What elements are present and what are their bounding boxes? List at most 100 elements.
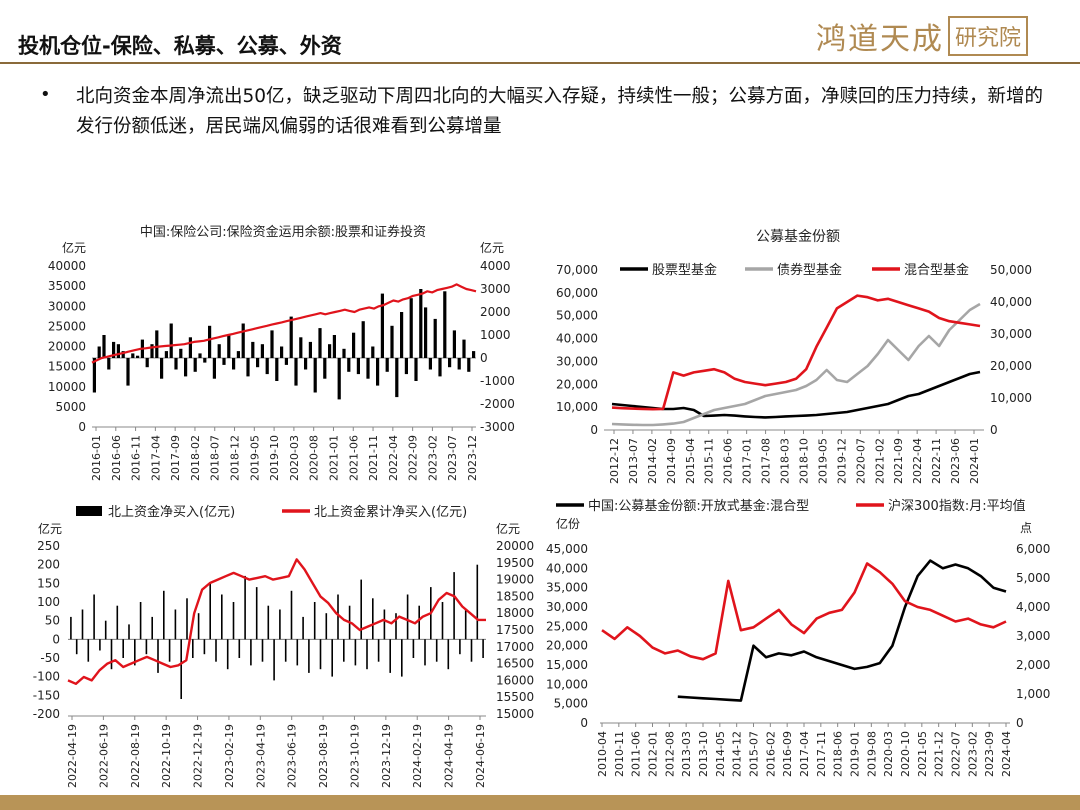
chart3-bar <box>325 613 328 640</box>
chart2-legend-label: 债券型基金 <box>777 262 842 278</box>
chart2-left-ytick: 70,000 <box>556 263 598 277</box>
chart2-xtick-label: 2024-01 <box>968 438 981 484</box>
chart4-right-ytick: 0 <box>1016 716 1024 730</box>
summary-paragraph: 北向资金本周净流出50亿，缺乏驱动下周四北向的大幅买入存疑，持续性一般；公募方面… <box>76 86 1044 137</box>
chart1-xtick-label: 2023-02 <box>426 435 439 481</box>
chart3-bar <box>157 639 159 673</box>
chart4-ylabel-right: 点 <box>1020 521 1032 535</box>
chart3-right-ytick: 15500 <box>496 690 534 704</box>
chart1-left-ytick: 30000 <box>48 299 86 313</box>
chart3-bar <box>104 620 107 640</box>
chart1-xtick-label: 2018-07 <box>209 435 222 481</box>
chart4-xtick-label: 2023-09 <box>983 731 996 777</box>
chart3-bar <box>232 602 235 640</box>
chart3-xtick-label: 2023-10-19 <box>348 724 361 788</box>
chart1-bar <box>289 316 293 358</box>
chart3-bar <box>203 639 206 655</box>
chart1-bar <box>457 358 461 370</box>
chart3-bar <box>139 602 142 640</box>
chart4-xtick-label: 2020-03 <box>882 731 895 777</box>
chart1-bar <box>424 307 428 358</box>
chart1-bar <box>409 298 413 358</box>
chart4-xtick-label: 2021-12 <box>933 731 946 777</box>
chart4-legend-label: 中国:公募基金份额:开放式基金:混合型 <box>588 498 809 514</box>
chart1-xtick-label: 2021-06 <box>347 435 360 481</box>
chart2-xtick-label: 2016-06 <box>722 438 735 484</box>
chart1-bar <box>361 321 365 358</box>
chart3-bar <box>122 639 124 658</box>
chart1-bar <box>112 341 116 358</box>
chart4-xtick-label: 2018-06 <box>832 731 845 777</box>
chart3-ylabel-right: 亿元 <box>496 521 520 536</box>
chart1-xtick-label: 2017-09 <box>169 435 182 481</box>
chart3-bar <box>447 639 450 670</box>
chart2-xtick-label: 2014-09 <box>665 438 678 484</box>
chart3-bar <box>418 605 420 640</box>
chart1-xtick-label: 2020-08 <box>308 435 321 481</box>
chart3-bar <box>250 639 252 666</box>
chart1-bar <box>145 358 149 368</box>
chart3-bar <box>110 639 113 670</box>
chart2-left-ytick: 20,000 <box>556 377 598 391</box>
chart3-bar <box>302 616 304 640</box>
chart4-left-ytick: 35,000 <box>546 581 588 595</box>
chart3-xtick-label: 2023-02-19 <box>223 724 236 788</box>
chart3-right-ytick: 19000 <box>496 573 534 587</box>
chart4-series-line <box>677 559 1007 702</box>
chart3-bar <box>354 639 357 666</box>
chart1-bar <box>164 351 168 358</box>
chart1-left-ytick: 15000 <box>48 360 86 374</box>
chart3-bar <box>453 572 455 640</box>
chart3-xtick-label: 2023-06-19 <box>286 724 299 788</box>
chart3-left-ytick: -50 <box>40 651 60 665</box>
chart2-xtick-label: 2019-05 <box>816 438 829 484</box>
chart1-right-ytick: 0 <box>480 351 488 365</box>
chart3-bar <box>174 609 177 640</box>
chart3-bar <box>464 609 467 640</box>
chart4-left-ytick: 5,000 <box>554 697 588 711</box>
chart1-bar <box>284 358 288 365</box>
chart4-xtick-label: 2010-11 <box>613 731 626 777</box>
chart1-bar <box>380 293 384 358</box>
chart1-bar <box>472 351 476 358</box>
chart1-bar <box>107 358 111 370</box>
chart3-bar <box>383 609 386 640</box>
chart1-title: 中国:保险公司:保险资金运用余额:股票和证券投资 <box>140 224 426 240</box>
chart4-right-ytick: 6,000 <box>1016 542 1050 556</box>
chart4-left-ytick: 0 <box>580 716 588 730</box>
chart3-bar <box>116 605 119 640</box>
chart3-bar <box>255 587 258 640</box>
chart2-xtick-label: 2019-12 <box>835 438 848 484</box>
chart3-bar <box>186 598 188 640</box>
chart1-bar <box>337 358 341 400</box>
chart3-bar <box>308 639 310 673</box>
chart3-right-ytick: 16000 <box>496 673 534 687</box>
chart3-bar <box>331 639 333 677</box>
chart3-left-ytick: -200 <box>33 707 60 721</box>
chart1-bar <box>121 351 125 358</box>
chart1-ylabel-right: 亿元 <box>480 240 504 255</box>
chart4-xtick-label: 2023-02 <box>966 731 979 777</box>
chart1-bar <box>313 358 317 393</box>
chart3-bar <box>134 639 136 666</box>
chart2-left-ytick: 40,000 <box>556 332 598 346</box>
chart2-xtick-label: 2022-04 <box>911 438 924 484</box>
chart4-left-ytick: 25,000 <box>546 619 588 633</box>
chart1-xtick-label: 2016-01 <box>90 435 103 481</box>
chart3-legend-label: 北上资金净买入(亿元) <box>108 504 235 520</box>
chart3-bar <box>401 639 403 677</box>
chart2-left-ytick: 0 <box>590 423 598 437</box>
chart3-bar <box>180 639 182 699</box>
chart2-right-ytick: 50,000 <box>990 263 1032 277</box>
chart1-bar <box>193 358 197 372</box>
chart2-xtick-label: 2018-03 <box>779 438 792 484</box>
chart1-bar <box>169 323 173 358</box>
chart2-left-ytick: 60,000 <box>556 286 598 300</box>
chart2-xtick-label: 2012-12 <box>608 438 621 484</box>
chart4-series-line <box>601 562 1007 661</box>
chart1-bar <box>323 358 327 379</box>
chart3-xtick-label: 2022-06-19 <box>97 724 110 788</box>
chart1-bar <box>160 358 164 379</box>
chart1-bar <box>294 358 298 386</box>
